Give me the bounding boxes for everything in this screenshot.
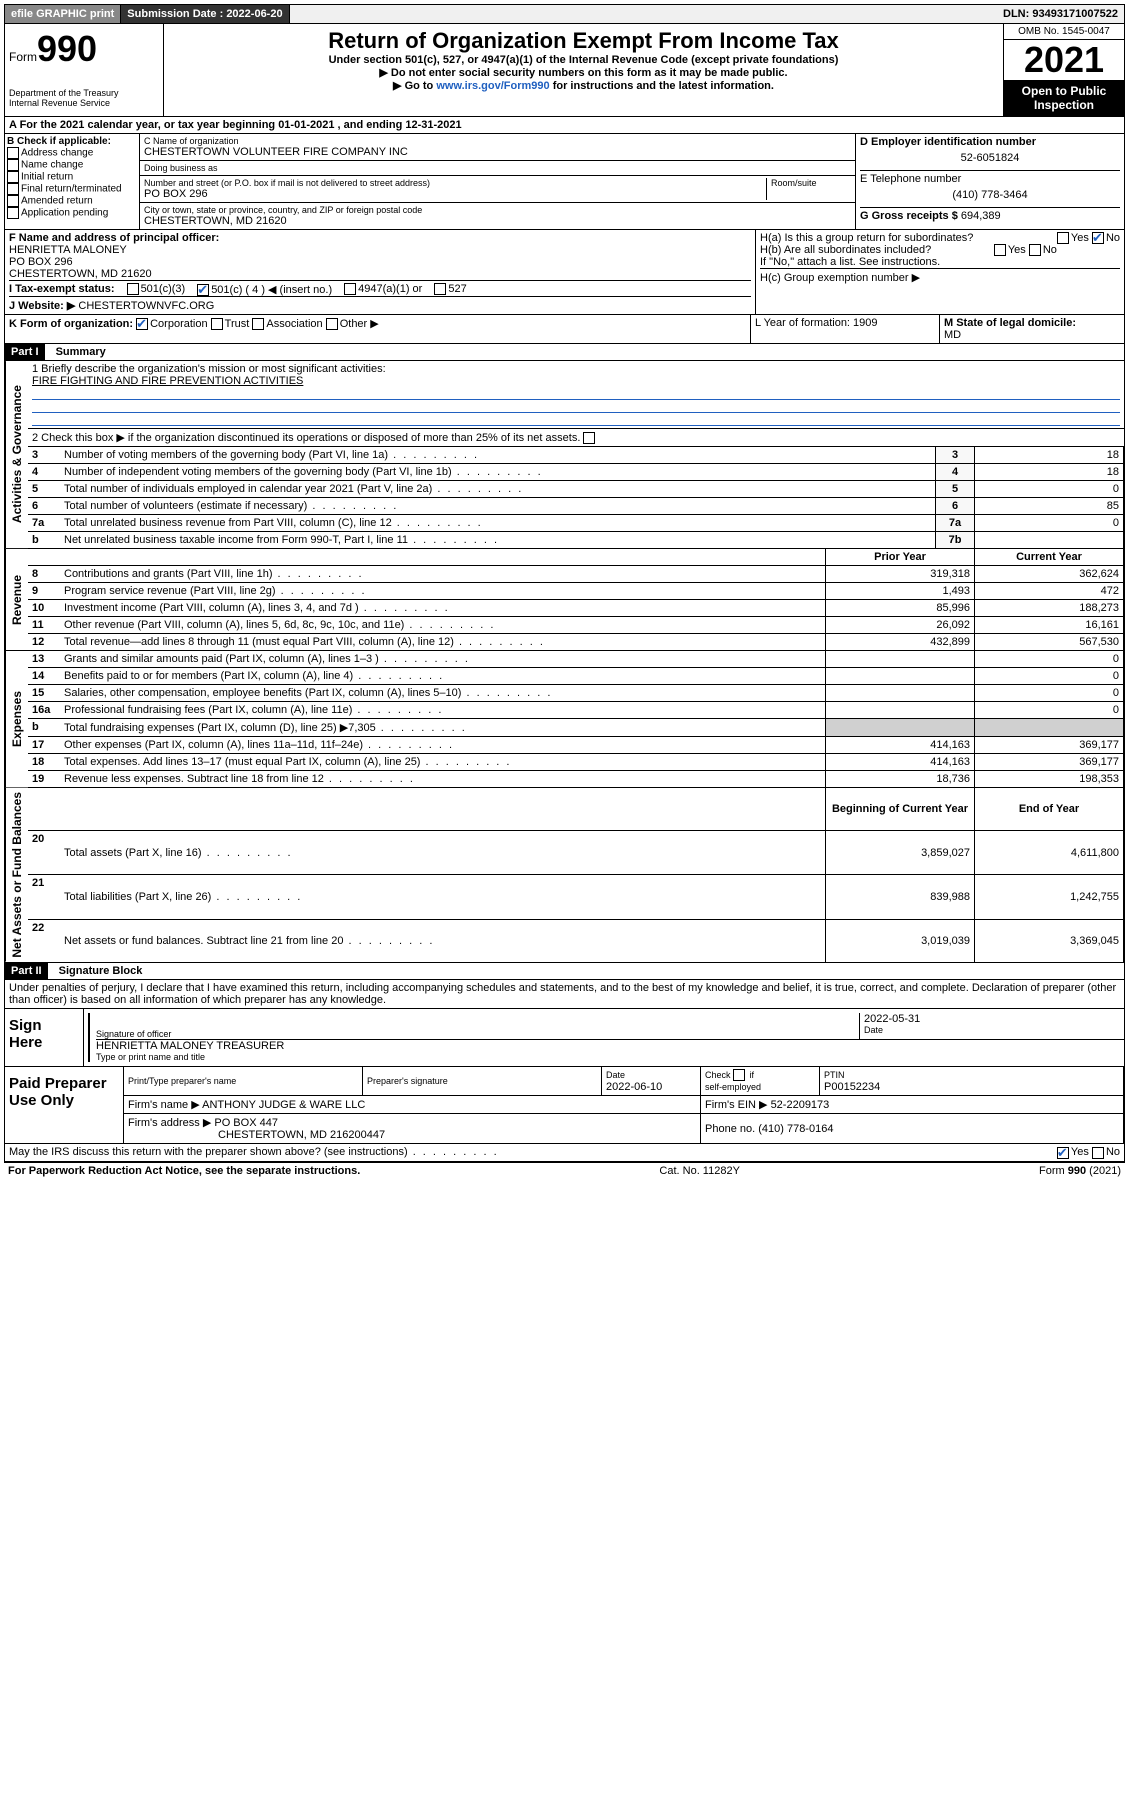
efile-print-button[interactable]: efile GRAPHIC print: [5, 5, 121, 23]
cb-discuss-yes[interactable]: [1057, 1147, 1069, 1159]
part1-header-row: Part I Summary: [4, 344, 1125, 361]
cb-hb-no[interactable]: [1029, 244, 1041, 256]
box-ha: H(a) Is this a group return for subordin…: [760, 232, 1120, 244]
omb-number: OMB No. 1545-0047: [1004, 24, 1124, 40]
box-hc: H(c) Group exemption number ▶: [760, 268, 1120, 284]
side-governance: Activities & Governance: [5, 361, 28, 548]
dln: DLN: 93493171007522: [997, 5, 1124, 23]
cb-amended[interactable]: [7, 195, 19, 207]
part1-netassets: Net Assets or Fund Balances Beginning of…: [4, 788, 1125, 963]
box-g-receipts: G Gross receipts $ 694,389: [860, 210, 1120, 222]
cb-application-pending[interactable]: [7, 207, 19, 219]
cb-self-employed[interactable]: [733, 1069, 745, 1081]
header-sub3: ▶ Go to www.irs.gov/Form990 for instruct…: [168, 79, 999, 92]
box-c-name: C Name of organization CHESTERTOWN VOLUN…: [140, 134, 855, 161]
cb-address-change[interactable]: [7, 147, 19, 159]
row-klm: K Form of organization: Corporation Trus…: [4, 315, 1125, 344]
line1-label: 1 Briefly describe the organization's mi…: [32, 363, 1120, 375]
row-i: I Tax-exempt status: 501(c)(3) 501(c) ( …: [9, 280, 751, 296]
discuss-row: May the IRS discuss this return with the…: [4, 1144, 1125, 1161]
box-m: M State of legal domicile:MD: [940, 315, 1124, 343]
page-footer: For Paperwork Reduction Act Notice, see …: [4, 1162, 1125, 1179]
cb-line2[interactable]: [583, 432, 595, 444]
netassets-table: Beginning of Current YearEnd of Year20To…: [28, 788, 1124, 962]
irs-label: Internal Revenue Service: [9, 98, 159, 108]
box-e-phone: E Telephone number (410) 778-3464: [860, 173, 1120, 208]
paid-preparer-label: Paid Preparer Use Only: [5, 1067, 124, 1144]
row-a-tax-year: A For the 2021 calendar year, or tax yea…: [4, 117, 1125, 134]
entity-info-grid: B Check if applicable: Address change Na…: [4, 134, 1125, 230]
submission-date: Submission Date : 2022-06-20: [121, 5, 289, 23]
row-j: J Website: ▶ CHESTERTOWNVFC.ORG: [9, 296, 751, 312]
part1-expenses: Expenses 13Grants and similar amounts pa…: [4, 651, 1125, 788]
cb-discuss-no[interactable]: [1092, 1147, 1104, 1159]
box-h-note: If "No," attach a list. See instructions…: [760, 256, 1120, 268]
cb-527[interactable]: [434, 283, 446, 295]
cb-other[interactable]: [326, 318, 338, 330]
header-sub2: ▶ Do not enter social security numbers o…: [168, 66, 999, 79]
line1-value: FIRE FIGHTING AND FIRE PREVENTION ACTIVI…: [32, 375, 1120, 387]
header-sub1: Under section 501(c), 527, or 4947(a)(1)…: [168, 54, 999, 66]
box-hb: H(b) Are all subordinates included? Yes …: [760, 244, 1120, 256]
part2-badge: Part II: [5, 963, 48, 979]
cb-initial-return[interactable]: [7, 171, 19, 183]
top-bar: efile GRAPHIC print Submission Date : 20…: [4, 4, 1125, 24]
form-number: Form990: [9, 28, 159, 70]
cb-ha-yes[interactable]: [1057, 232, 1069, 244]
part1-revenue: Revenue Prior YearCurrent Year8Contribut…: [4, 549, 1125, 651]
cb-4947[interactable]: [344, 283, 356, 295]
cb-trust[interactable]: [211, 318, 223, 330]
cb-501c[interactable]: [197, 284, 209, 296]
part2-header-row: Part II Signature Block: [4, 963, 1125, 980]
part1-governance: Activities & Governance 1 Briefly descri…: [4, 361, 1125, 549]
line2: 2 Check this box ▶ if the organization d…: [28, 429, 1124, 447]
dept-treasury: Department of the Treasury: [9, 88, 159, 98]
cb-501c3[interactable]: [127, 283, 139, 295]
cb-final-return[interactable]: [7, 183, 19, 195]
part1-badge: Part I: [5, 344, 45, 360]
expenses-table: 13Grants and similar amounts paid (Part …: [28, 651, 1124, 787]
box-l: L Year of formation: 1909: [751, 315, 940, 343]
tax-year: 2021: [1004, 40, 1124, 80]
form-header: Form990 Department of the Treasury Inter…: [4, 24, 1125, 117]
form-title: Return of Organization Exempt From Incom…: [168, 28, 999, 54]
row-f-h: F Name and address of principal officer:…: [4, 230, 1125, 315]
cb-name-change[interactable]: [7, 159, 19, 171]
open-public-badge: Open to PublicInspection: [1004, 80, 1124, 116]
box-f: F Name and address of principal officer:…: [9, 232, 751, 280]
cb-hb-yes[interactable]: [994, 244, 1006, 256]
cb-corp[interactable]: [136, 318, 148, 330]
sign-here-label: Sign Here: [5, 1009, 84, 1066]
box-d-ein: D Employer identification number 52-6051…: [860, 136, 1120, 171]
side-revenue: Revenue: [5, 549, 28, 650]
irs-link[interactable]: www.irs.gov/Form990: [436, 80, 549, 92]
side-netassets: Net Assets or Fund Balances: [5, 788, 28, 962]
sign-here-block: Sign Here Signature of officer 2022-05-3…: [4, 1009, 1125, 1067]
side-expenses: Expenses: [5, 651, 28, 787]
cb-assoc[interactable]: [252, 318, 264, 330]
governance-table: 3Number of voting members of the governi…: [28, 447, 1124, 548]
revenue-table: Prior YearCurrent Year8Contributions and…: [28, 549, 1124, 650]
paid-preparer-block: Paid Preparer Use Only Print/Type prepar…: [4, 1067, 1125, 1145]
box-b: B Check if applicable: Address change Na…: [5, 134, 140, 229]
perjury-declaration: Under penalties of perjury, I declare th…: [4, 980, 1125, 1009]
cb-ha-no[interactable]: [1092, 232, 1104, 244]
